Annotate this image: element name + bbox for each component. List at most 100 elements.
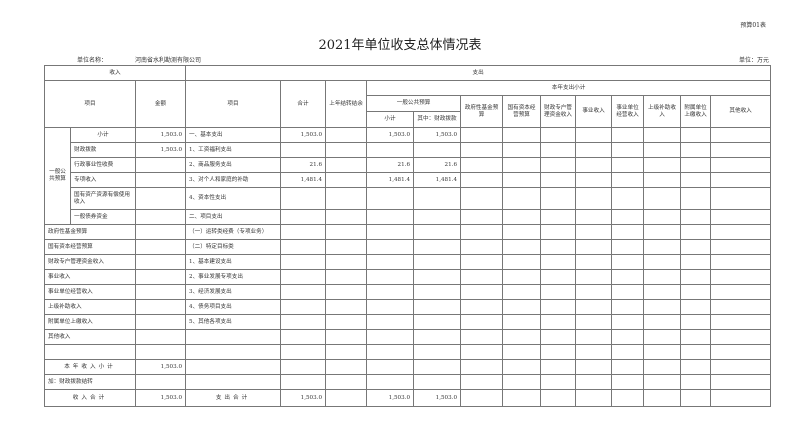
income-amount — [134, 157, 187, 173]
state-capital-value — [502, 314, 542, 330]
other-value — [710, 157, 772, 173]
affiliated-value — [680, 187, 712, 210]
income-amount — [134, 314, 187, 330]
expense-total: 1,481.4 — [280, 172, 327, 188]
gov-fund-value — [460, 344, 504, 360]
superior-value — [643, 127, 682, 143]
expense-total — [280, 284, 327, 300]
gov-fund-value — [460, 329, 504, 345]
fiscal-special-value — [540, 284, 577, 300]
expense-total — [280, 142, 327, 158]
business-value — [575, 172, 613, 188]
superior-value — [643, 269, 682, 285]
general-subtotal — [366, 224, 415, 240]
table-row: 事业收入 2、事业发展专项支出 — [44, 269, 772, 285]
gov-fund-value — [460, 142, 504, 158]
carryover-value — [325, 359, 368, 375]
other-value — [710, 172, 772, 188]
business-value — [575, 209, 613, 225]
header-expense: 支出 — [185, 65, 772, 81]
general-subtotal — [366, 314, 415, 330]
income-amount — [134, 374, 187, 390]
carryover-value — [325, 239, 368, 255]
expense-total — [280, 224, 327, 240]
header-gov-fund: 政府性基金预算 — [460, 95, 504, 128]
other-value — [710, 299, 772, 315]
general-subtotal — [366, 269, 415, 285]
gov-fund-value — [460, 284, 504, 300]
state-capital-value — [502, 389, 542, 407]
superior-value — [643, 329, 682, 345]
expense-total — [280, 344, 327, 360]
expense-total — [280, 239, 327, 255]
income-item: 其他收入 — [44, 329, 136, 345]
affiliated-value — [680, 172, 712, 188]
income-amount — [134, 239, 187, 255]
header-income: 收入 — [43, 65, 187, 81]
carryover-value — [325, 344, 368, 360]
superior-value — [643, 374, 682, 390]
expense-total — [280, 209, 327, 225]
other-value — [710, 142, 772, 158]
header-other: 其他收入 — [710, 95, 772, 128]
fiscal-appropriation: 1,503.0 — [413, 389, 462, 407]
superior-value — [643, 209, 682, 225]
income-item: 专项收入 — [70, 172, 136, 188]
income-item: 行政事业性收费 — [70, 157, 136, 173]
carryover-value — [325, 374, 368, 390]
superior-value — [643, 187, 682, 210]
business-value — [575, 187, 613, 210]
fiscal-appropriation — [413, 284, 462, 300]
other-value — [710, 254, 772, 270]
fiscal-special-value — [540, 142, 577, 158]
expense-item: 4、资本性支出 — [185, 187, 282, 210]
income-amount — [134, 344, 187, 360]
income-item: 加：财政拨款结转 — [44, 374, 136, 390]
income-item: 收入合计 — [44, 389, 136, 407]
state-capital-value — [502, 299, 542, 315]
form-number: 预算01表 — [740, 22, 766, 29]
state-capital-value — [502, 157, 542, 173]
superior-value — [643, 157, 682, 173]
other-value — [710, 314, 772, 330]
expense-item — [185, 374, 282, 390]
income-amount — [134, 209, 187, 225]
business-unit-value — [611, 344, 645, 360]
business-unit-value — [611, 269, 645, 285]
fiscal-appropriation — [413, 239, 462, 255]
general-subtotal — [366, 142, 415, 158]
fiscal-special-value — [540, 224, 577, 240]
header-exp-item: 项目 — [185, 80, 282, 128]
business-unit-value — [611, 209, 645, 225]
affiliated-value — [680, 239, 712, 255]
state-capital-value — [502, 374, 542, 390]
affiliated-value — [680, 142, 712, 158]
unit-name: 河南省水利勘测有限公司 — [135, 57, 202, 64]
business-unit-value — [611, 127, 645, 143]
fiscal-special-value — [540, 269, 577, 285]
general-subtotal: 21.6 — [366, 157, 415, 173]
state-capital-value — [502, 284, 542, 300]
income-item: 国有资产资源有偿使用收入 — [70, 187, 136, 210]
fiscal-appropriation — [413, 254, 462, 270]
business-value — [575, 329, 613, 345]
gov-fund-value — [460, 187, 504, 210]
expense-total — [280, 329, 327, 345]
expense-total — [280, 299, 327, 315]
business-unit-value — [611, 284, 645, 300]
expense-item: （二）特定目标类 — [185, 239, 282, 255]
expense-item: 2、事业发展专项支出 — [185, 269, 282, 285]
income-amount: 1,503.0 — [134, 142, 187, 158]
business-unit-value — [611, 389, 645, 407]
expense-item: 3、对个人和家庭的补助 — [185, 172, 282, 188]
carryover-value — [325, 329, 368, 345]
superior-value — [643, 314, 682, 330]
expense-item: 3、经济发展支出 — [185, 284, 282, 300]
business-value — [575, 239, 613, 255]
currency-unit: 单位：万元 — [738, 57, 769, 64]
income-item: 附属单位上缴收入 — [44, 314, 136, 330]
affiliated-value — [680, 157, 712, 173]
table-row: 收入合计 1,503.0 支出合计 1,503.0 1,503.0 1,503.0 — [44, 389, 772, 407]
other-value — [710, 359, 772, 375]
gov-fund-value — [460, 269, 504, 285]
